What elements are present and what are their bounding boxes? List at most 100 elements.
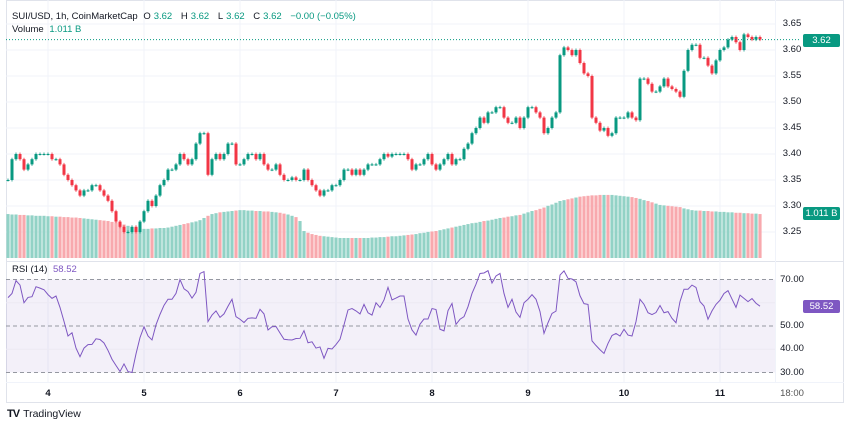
volume-bar [266, 211, 270, 258]
candle [606, 128, 610, 136]
candle [190, 159, 194, 165]
candle [86, 190, 90, 192]
candle [422, 159, 426, 165]
volume-bar [114, 222, 118, 258]
candle [474, 128, 478, 134]
candle [10, 159, 14, 180]
volume-bar [654, 203, 658, 258]
volume-bar [622, 196, 626, 258]
candle [46, 154, 50, 155]
candle [426, 154, 430, 160]
volume-bar [458, 225, 462, 258]
volume-bar [374, 237, 378, 258]
volume-bar [682, 208, 686, 258]
candle [174, 164, 178, 170]
volume-bar [282, 213, 286, 258]
volume-bar [614, 195, 618, 258]
volume-bar [382, 237, 386, 258]
candle [334, 185, 338, 187]
candle [454, 159, 458, 165]
volume-bar [658, 204, 662, 258]
volume-bar [186, 223, 190, 258]
volume-bar [254, 211, 258, 258]
volume-legend: Volume 1.011 B [12, 24, 84, 35]
volume-bar [330, 237, 334, 258]
volume-bar [314, 234, 318, 258]
volume-bar [574, 197, 578, 258]
volume-bar [642, 200, 646, 258]
volume-bar [326, 236, 330, 258]
candle [654, 91, 658, 93]
volume-bar [354, 237, 358, 258]
volume-bar [438, 230, 442, 258]
candle [442, 159, 446, 165]
candle [90, 185, 94, 191]
volume-bar [422, 232, 426, 258]
tradingview-logo-icon: TV [7, 408, 20, 420]
volume-bar [494, 218, 498, 258]
volume-bar [274, 212, 278, 258]
candle [730, 37, 734, 40]
volume-bar [338, 237, 342, 258]
volume-bar [74, 217, 78, 258]
candle [394, 154, 398, 155]
price-tick-label: 3.45 [782, 122, 802, 133]
rsi-tick-label: 70.00 [780, 273, 804, 285]
candle [182, 154, 186, 160]
candle [570, 50, 574, 56]
candle [562, 47, 566, 56]
tradingview-logo[interactable]: TV TradingView [7, 408, 81, 420]
price-tick-label: 3.50 [782, 96, 802, 107]
candle [242, 159, 246, 165]
volume-bar [50, 216, 54, 258]
volume-bar [110, 221, 114, 258]
candle [318, 190, 322, 196]
volume-bar [82, 218, 86, 258]
candle [166, 169, 170, 180]
candle [670, 86, 674, 89]
candle [694, 44, 698, 46]
candle [218, 154, 222, 160]
volume-bar [598, 194, 602, 258]
ohlc-high: H 3.62 [180, 11, 210, 22]
candle [554, 112, 558, 118]
volume-bar [366, 237, 370, 258]
volume-bar [502, 217, 506, 258]
candle [574, 50, 578, 56]
volume-bar [678, 207, 682, 258]
candle [754, 37, 758, 40]
volume-bar [106, 221, 110, 258]
candle [194, 143, 198, 160]
price-tick-label: 3.30 [782, 200, 802, 211]
volume-bar [722, 211, 726, 258]
candle [658, 86, 662, 92]
candle [542, 117, 546, 134]
candle [286, 180, 290, 181]
candle [158, 185, 162, 196]
candle [414, 164, 418, 170]
volume-bar [318, 235, 322, 258]
volume-bar [542, 207, 546, 258]
volume-value: 1.011 B [49, 24, 82, 35]
volume-bar [170, 226, 174, 258]
volume-bar [42, 215, 46, 258]
candle [434, 164, 438, 170]
candle [714, 60, 718, 74]
volume-bar [194, 221, 198, 258]
volume-bar [450, 227, 454, 258]
candle [402, 154, 406, 155]
candle [490, 112, 494, 114]
candle [58, 159, 62, 165]
candle [114, 211, 118, 222]
volume-bar [538, 208, 542, 258]
candle [186, 159, 190, 165]
volume-bar [602, 194, 606, 258]
candle [502, 107, 506, 118]
candle [54, 159, 58, 161]
time-tick-label: 6 [237, 388, 243, 399]
candle [742, 34, 746, 50]
volume-bar [650, 202, 654, 258]
volume-bar [154, 228, 158, 258]
candle [234, 143, 238, 165]
